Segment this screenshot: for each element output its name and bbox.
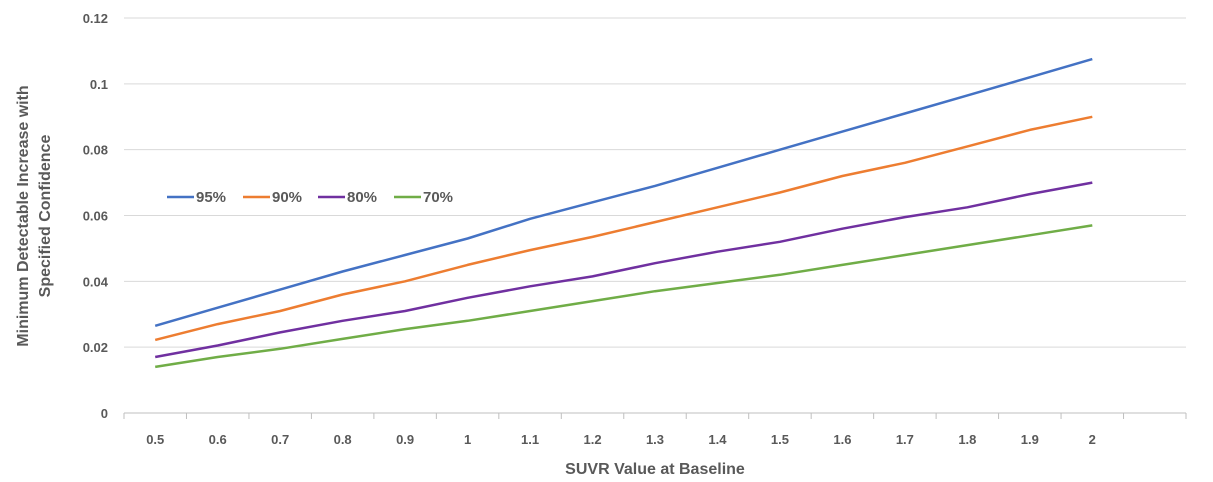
x-axis: 0.5 0.6 0.7 0.8 0.9 1 1.1 1.2 1.3 1.4 1.5 1.6 1.7 1.8… [123, 412, 1187, 447]
series-line-70 [155, 224, 1093, 369]
y-tick-label: 0.06 [83, 209, 108, 224]
x-tick-label: 1 [464, 432, 471, 447]
legend-label: 80% [347, 189, 377, 206]
legend-label: 95% [196, 189, 226, 206]
y-axis-title: Minimum Detectable Increase with Specifi… [15, 85, 54, 346]
x-axis-title: SUVR Value at Baseline [565, 461, 745, 478]
y-tick-label: 0.1 [90, 77, 108, 92]
x-tick-label: 1.3 [646, 432, 664, 447]
x-tick-label: 1.8 [958, 432, 976, 447]
x-tick-label: 1.2 [583, 432, 601, 447]
gridlines [124, 17, 1186, 348]
x-tick-label: 0.8 [334, 432, 352, 447]
x-tick-label: 0.5 [146, 432, 164, 447]
x-tick-label: 0.6 [209, 432, 227, 447]
y-tick-label: 0.08 [83, 143, 108, 158]
x-tick-label: 1.5 [771, 432, 789, 447]
y-axis-title-line2: Specified Confidence [37, 135, 54, 298]
legend-label: 90% [272, 189, 302, 206]
legend: 95% 90% 80% 70% [167, 189, 453, 206]
x-tick-label: 1.4 [708, 432, 727, 447]
x-tick-label: 1.6 [833, 432, 851, 447]
y-tick-label: 0.04 [83, 274, 109, 289]
y-tick-label: 0.02 [83, 340, 108, 355]
y-tick-label: 0.12 [83, 11, 108, 26]
x-tick-label: 1.7 [896, 432, 914, 447]
y-axis: 0 0.02 0.04 0.06 0.08 0.1 0.12 [83, 11, 109, 421]
x-tick-label: 1.9 [1021, 432, 1039, 447]
series-line-90 [154, 115, 1093, 342]
legend-label: 70% [423, 189, 453, 206]
x-tick-label: 1.1 [521, 432, 539, 447]
series-line-80 [154, 181, 1093, 359]
y-tick-label: 0 [101, 406, 108, 421]
x-tick-label: 0.9 [396, 432, 414, 447]
y-axis-title-line1: Minimum Detectable Increase with [15, 85, 32, 346]
x-tick-label: 0.7 [271, 432, 289, 447]
series-lines [154, 57, 1093, 369]
x-tick-label: 2 [1089, 432, 1096, 447]
series-line-95 [154, 57, 1093, 328]
